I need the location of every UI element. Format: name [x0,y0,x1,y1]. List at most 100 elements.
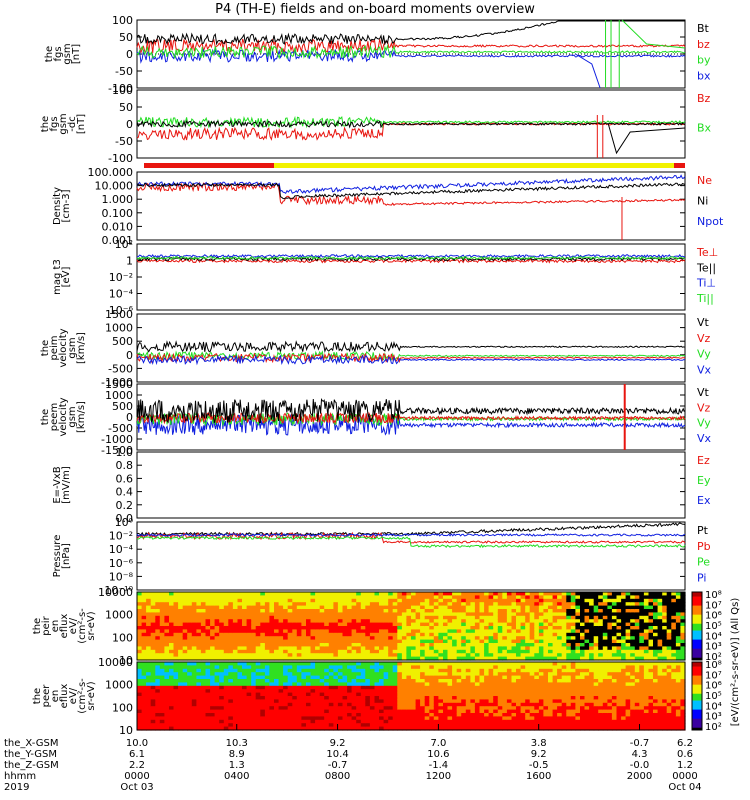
spectrogram-cell [479,679,485,683]
spectrogram-cell [324,612,330,617]
spectrogram-cell [621,699,627,704]
spectrogram-cell [406,646,412,651]
spectrogram-cell [607,662,613,666]
spectrogram-cell [324,609,330,613]
spectrogram-cell [525,622,531,627]
spectrogram-cell [283,622,289,627]
spectrogram-cell [251,672,257,677]
spectrogram-cell [584,665,590,670]
spectrogram-cell [474,609,481,613]
spectrogram-cell [461,595,467,600]
spectrogram-cell [260,723,266,728]
spectrogram-cell [406,692,412,697]
spectrogram-cell [246,619,252,624]
spectrogram-cell [356,679,362,683]
spectrogram-cell [342,646,348,651]
spectrogram-cell [666,636,672,641]
spectrogram-cell [360,716,366,721]
spectrogram-cell [173,602,179,607]
spectrogram-cell [611,612,618,617]
legend-pb: Pb [697,540,711,553]
spectrogram-cell [598,699,604,704]
spectrogram-cell [260,689,266,694]
spectrogram-cell [497,592,503,596]
spectrogram-cell [242,653,248,658]
spectrogram-cell [255,595,261,600]
spectrogram-cell [141,609,147,613]
spectrogram-cell [356,649,362,654]
spectrogram-cell [237,702,243,707]
spectrogram-cell [296,682,302,687]
spectrogram-cell [324,706,330,711]
legend-ex: Ex [697,494,711,507]
spectrogram-cell [187,689,193,694]
spectrogram-cell [580,706,586,711]
spectrogram-cell [264,726,271,731]
spectrogram-cell [260,619,266,624]
spectrogram-cell [493,685,499,690]
spectrogram-cell [493,629,499,634]
spectrogram-cell [584,598,590,603]
spectrogram-cell [552,595,558,600]
spectrogram-cell [296,675,302,680]
spectrogram-cell [237,668,243,673]
spectrogram-cell [246,706,252,711]
spectrogram-cell [506,679,513,683]
spectrogram-cell [319,723,325,728]
spectrogram-cell [342,602,348,607]
spectrogram-cell [406,602,412,607]
spectrogram-cell [200,639,207,644]
spectrogram-cell [388,699,394,704]
spectrogram-cell [141,615,147,620]
spectrogram-cell [484,602,490,607]
spectrogram-cell [383,609,389,613]
spectrogram-cell [420,716,426,721]
spectrogram-cell [653,629,659,634]
spectrogram-cell [411,726,417,731]
spectrogram-cell [223,598,229,603]
spectrogram-cell [319,706,325,711]
spectrogram-cell [200,672,207,677]
spectrogram-cell [538,696,545,700]
spectrogram-cell [447,719,453,724]
spectrogram-cell [438,716,444,721]
y-axis-label: fgs [53,46,64,61]
spectrogram-cell [214,605,220,610]
spectrogram-cell [246,689,252,694]
spectrogram-cell [406,679,412,683]
spectrogram-cell [653,615,659,620]
spectrogram-cell [630,689,636,694]
spectrogram-cell [369,619,376,624]
spectrogram-cell [251,609,257,613]
spectrogram-cell [639,636,645,641]
spectrogram-cell [406,615,412,620]
spectrogram-cell [584,609,590,613]
spectrogram-cell [598,598,604,603]
spectrogram-cell [429,662,435,666]
spectrogram-cell [557,719,563,724]
spectrogram-cell [337,675,344,680]
spectrogram-cell [552,619,558,624]
spectrogram-cell [310,632,316,637]
spectrogram-cell [474,592,481,596]
spectrogram-cell [538,689,545,694]
spectrogram-cell [548,649,554,654]
spectrogram-cell [146,682,152,687]
spectrogram-cell [643,643,650,647]
spectrogram-cell [232,723,239,728]
spectrogram-cell [543,646,549,651]
spectrogram-cell [520,649,526,654]
spectrogram-cell [616,723,622,728]
spectrogram-cell [648,685,654,690]
spectrogram-cell [557,662,563,666]
spectrogram-cell [173,653,179,658]
spectrogram-cell [488,605,494,610]
spectrogram-cell [246,605,252,610]
spectrogram-cell [520,612,526,617]
spectrogram-cell [347,675,353,680]
spectrogram-cell [411,629,417,634]
spectrogram-cell [561,595,567,600]
spectrogram-cell [452,609,458,613]
spectrogram-cell [141,685,147,690]
spectrogram-cell [424,592,430,596]
